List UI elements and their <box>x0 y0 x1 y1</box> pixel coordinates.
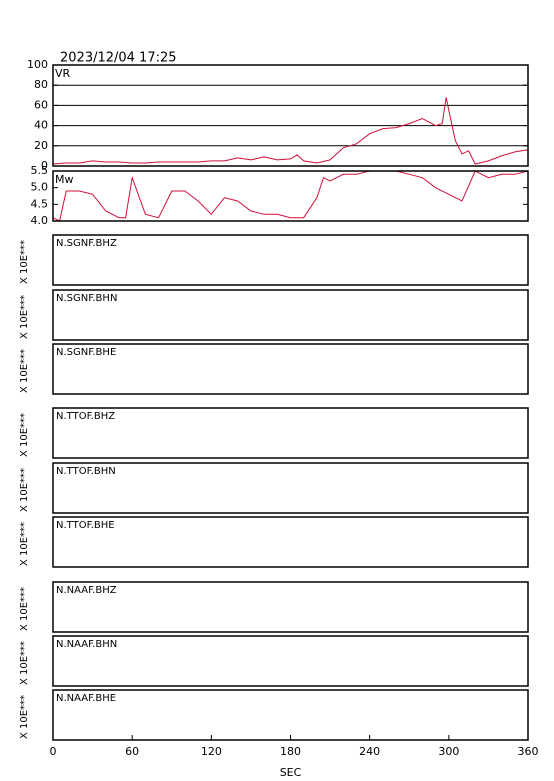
channel-label: N.TTOF.BHE <box>56 520 115 531</box>
y-tick-label: 60 <box>34 98 48 111</box>
y-tick-label: 0 <box>41 159 48 172</box>
y-axis-label: X 10E*** <box>19 349 30 393</box>
data-line <box>52 97 529 165</box>
panel-label: VR <box>55 67 71 80</box>
y-axis-label: X 10E*** <box>19 522 30 566</box>
channel-label: N.SGNF.BHN <box>56 293 117 304</box>
x-tick-label: 300 <box>438 745 459 758</box>
timestamp: 2023/12/04 17:25 <box>60 51 177 66</box>
x-tick-label: 0 <box>50 745 57 758</box>
panel-label: Mw <box>55 173 74 186</box>
panel-frame <box>52 64 529 167</box>
channel-panel <box>52 635 529 687</box>
channel-label: N.SGNF.BHE <box>56 347 116 358</box>
x-tick-label: 60 <box>125 745 139 758</box>
y-tick-label: 4.0 <box>31 214 49 227</box>
y-tick-label: 20 <box>34 139 48 152</box>
channel-label: N.NAAF.BHE <box>56 693 116 704</box>
channel-panel <box>52 689 529 741</box>
x-axis-label: SEC <box>280 766 302 779</box>
x-tick-label: 360 <box>518 745 539 758</box>
data-line <box>52 170 529 222</box>
y-tick-label: 100 <box>27 58 48 71</box>
channel-panel <box>52 407 529 459</box>
y-axis-label: X 10E*** <box>19 641 30 685</box>
y-axis-label: X 10E*** <box>19 240 30 284</box>
y-axis-label: X 10E*** <box>19 587 30 631</box>
channel-label: N.SGNF.BHZ <box>56 238 117 249</box>
channel-panel <box>52 516 529 568</box>
channel-panel <box>52 234 529 286</box>
y-tick-label: 40 <box>34 119 48 132</box>
y-axis-label: X 10E*** <box>19 413 30 457</box>
y-tick-label: 80 <box>34 78 48 91</box>
channel-panel <box>52 289 529 341</box>
y-axis-label: X 10E*** <box>19 468 30 512</box>
channel-label: N.TTOF.BHN <box>56 466 116 477</box>
channel-label: N.NAAF.BHZ <box>56 585 117 596</box>
x-tick-label: 180 <box>280 745 301 758</box>
panel-frame <box>52 170 529 222</box>
channel-panel <box>52 462 529 514</box>
x-tick-label: 120 <box>201 745 222 758</box>
y-tick-label: 5.0 <box>31 181 49 194</box>
channel-label: N.TTOF.BHZ <box>56 411 115 422</box>
y-axis-label: X 10E*** <box>19 695 30 739</box>
channel-label: N.NAAF.BHN <box>56 639 117 650</box>
y-tick-label: 4.5 <box>31 197 49 210</box>
channel-panel <box>52 343 529 395</box>
x-tick-label: 240 <box>359 745 380 758</box>
y-tick-label: 5.5 <box>31 164 49 177</box>
y-axis-label: X 10E*** <box>19 295 30 339</box>
channel-panel <box>52 581 529 633</box>
